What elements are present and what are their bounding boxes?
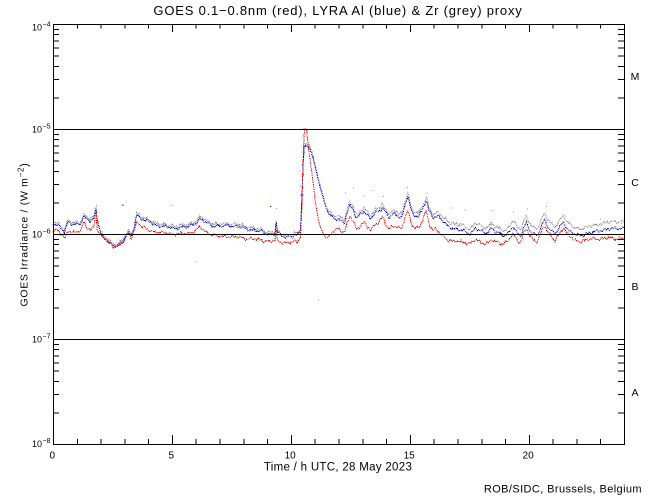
svg-text:10: 10 [32, 335, 42, 345]
svg-text:20: 20 [523, 451, 535, 462]
svg-text:10: 10 [32, 230, 42, 240]
svg-text:−8: −8 [43, 438, 51, 445]
svg-text:−5: −5 [43, 124, 51, 131]
svg-text:10: 10 [285, 451, 297, 462]
svg-text:0: 0 [50, 451, 56, 462]
svg-text:GOES Irradiance / (W m−2): GOES Irradiance / (W m−2) [17, 162, 31, 306]
svg-text:10: 10 [32, 125, 42, 135]
svg-text:−6: −6 [43, 229, 51, 236]
svg-text:10: 10 [32, 23, 42, 33]
svg-text:5: 5 [169, 451, 175, 462]
svg-text:−4: −4 [43, 22, 51, 29]
svg-text:10: 10 [32, 439, 42, 449]
svg-text:B: B [631, 281, 638, 293]
svg-text:ROB/SIDC, Brussels, Belgium: ROB/SIDC, Brussels, Belgium [484, 484, 642, 496]
svg-text:−7: −7 [43, 334, 51, 341]
svg-text:A: A [631, 387, 638, 399]
svg-text:15: 15 [404, 451, 416, 462]
svg-text:GOES 0.1−0.8nm (red), LYRA Al: GOES 0.1−0.8nm (red), LYRA Al (blue) & Z… [153, 3, 522, 18]
svg-text:C: C [631, 177, 639, 189]
svg-text:Time / h UTC, 28 May 2023: Time / h UTC, 28 May 2023 [264, 462, 412, 474]
svg-text:M: M [631, 71, 640, 83]
